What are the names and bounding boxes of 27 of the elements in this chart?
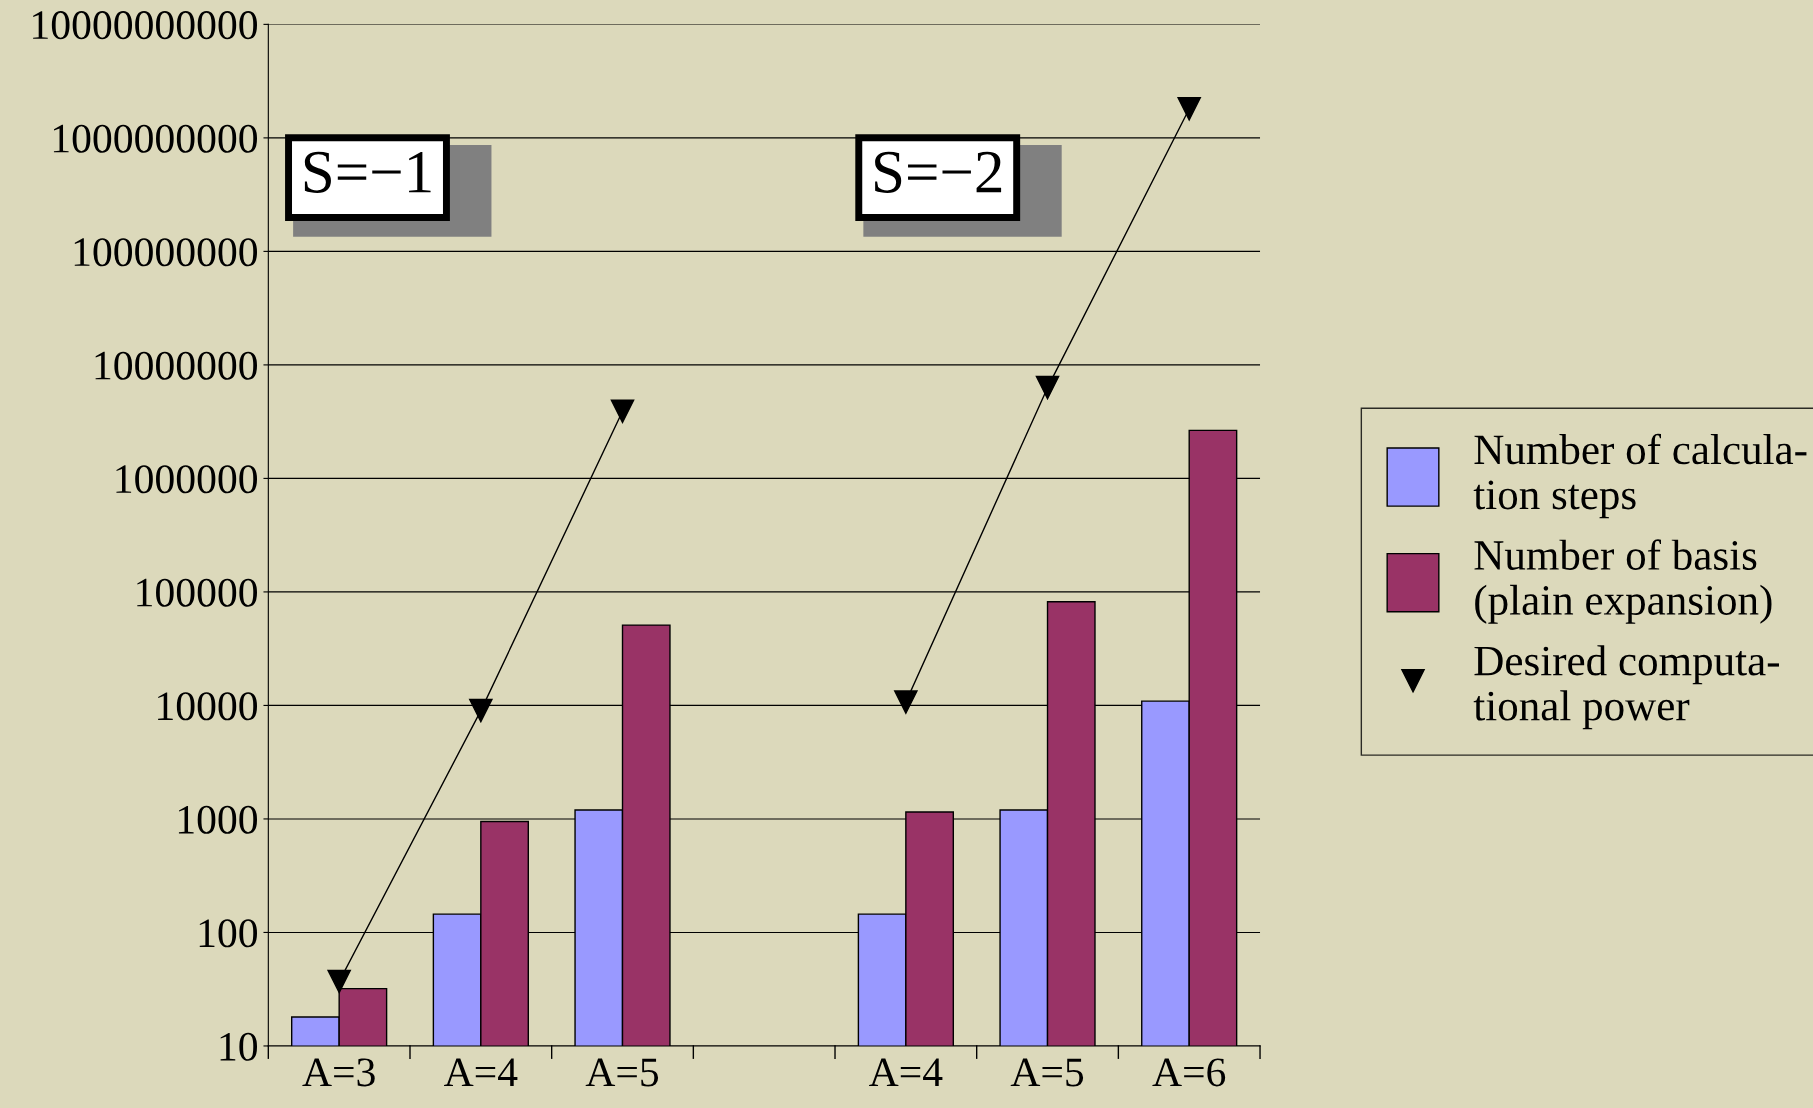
point xyxy=(327,969,351,994)
y-tick-label: 10000 xyxy=(158,692,258,721)
y-tick-label: 10000000000 xyxy=(33,11,258,40)
point xyxy=(469,698,493,723)
x-tick-label: A=4 xyxy=(444,1058,518,1086)
y-tick-label: 100000 xyxy=(137,578,258,607)
point xyxy=(1177,97,1202,121)
y-tick-label: 10000000 xyxy=(95,351,258,380)
annotation: S=−2 xyxy=(875,151,1002,193)
legend-label: Number of calcula- tion steps xyxy=(1473,433,1807,519)
y-tick-label: 100 xyxy=(199,919,258,948)
y-tick-label: 1000000000 xyxy=(53,124,258,153)
x-tick-label: A=5 xyxy=(585,1058,659,1087)
x-tick-label: A=6 xyxy=(1152,1058,1226,1087)
y-tick-label: 100000000 xyxy=(74,238,258,267)
x-tick-label: A=4 xyxy=(869,1058,943,1086)
x-tick-label: A=5 xyxy=(1010,1058,1084,1087)
legend-label: Number of basis (plain expansion) xyxy=(1474,539,1772,624)
point xyxy=(1035,375,1060,400)
point xyxy=(610,399,635,424)
annotation: S=−1 xyxy=(304,151,431,193)
x-tick-label: A=3 xyxy=(302,1058,375,1087)
y-tick-label: 1000000 xyxy=(116,465,258,494)
legend-label: Desired computa- tional power xyxy=(1473,645,1779,730)
y-tick-label: 10 xyxy=(220,1032,258,1061)
point xyxy=(894,690,918,714)
y-tick-label: 1000 xyxy=(178,805,258,834)
